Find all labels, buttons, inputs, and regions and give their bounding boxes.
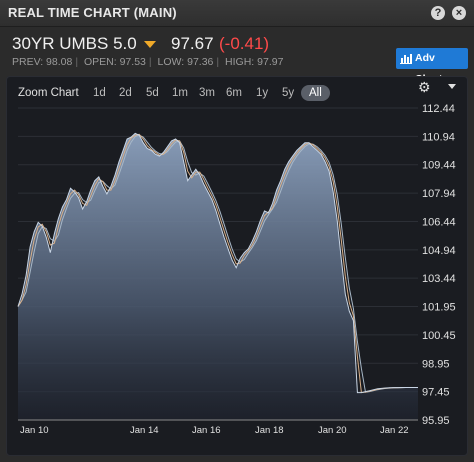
y-tick-label: 95.95 (422, 415, 450, 427)
zoom-1m-button[interactable]: 1m (172, 87, 188, 99)
price-line (17, 132, 418, 394)
high-label: HIGH: (225, 56, 255, 68)
y-tick-label: 101.95 (422, 302, 456, 314)
prev-label: PREV: (12, 56, 44, 68)
x-tick-label: Jan 10 (20, 425, 49, 436)
y-tick-label: 112.44 (422, 103, 455, 115)
price-area (18, 133, 418, 420)
y-tick-label: 109.44 (422, 160, 456, 172)
window-header: REAL TIME CHART (MAIN) ? × (0, 0, 474, 27)
moving-average-slow (17, 134, 418, 393)
zoom-chart-label: Zoom Chart (18, 87, 79, 99)
zoom-5d-button[interactable]: 5d (146, 87, 159, 99)
open-label: OPEN: (83, 56, 117, 68)
zoom-3m-button[interactable]: 3m (199, 87, 215, 99)
y-tick-label: 100.45 (422, 330, 456, 342)
high-value: 97.97 (257, 56, 284, 68)
prev-value: 98.08 (46, 56, 73, 68)
low-value: 97.36 (187, 56, 214, 68)
low-label: LOW: (157, 56, 185, 68)
zoom-6m-button[interactable]: 6m (226, 87, 242, 99)
price-stats: PREV: 98.08 | OPEN: 97.53 | LOW: 97.36 | HI… (12, 56, 284, 68)
zoom-all-button[interactable]: All (301, 85, 330, 101)
instrument-name[interactable]: 30YR UMBS 5.0 (12, 34, 137, 53)
chevron-down-icon[interactable] (448, 84, 456, 89)
y-tick-label: 98.95 (422, 358, 450, 370)
window-title: REAL TIME CHART (MAIN) (8, 5, 177, 20)
y-tick-label: 97.45 (422, 387, 450, 399)
zoom-1y-button[interactable]: 1y (256, 87, 269, 99)
x-tick-label: Jan 16 (192, 425, 221, 436)
bar-chart-icon (400, 54, 412, 64)
help-icon[interactable]: ? (431, 6, 445, 20)
zoom-1d-button[interactable]: 1d (93, 87, 106, 99)
last-price: 97.67 (171, 34, 214, 53)
x-tick-label: Jan 18 (255, 425, 284, 436)
zoom-2d-button[interactable]: 2d (119, 87, 132, 99)
x-tick-label: Jan 20 (318, 425, 347, 436)
price-change: (-0.41) (219, 34, 270, 53)
y-tick-label: 103.44 (422, 273, 456, 285)
gear-icon[interactable]: ⚙ (418, 79, 431, 95)
y-tick-label: 110.94 (422, 131, 455, 143)
x-tick-label: Jan 14 (130, 425, 159, 436)
x-tick-label: Jan 22 (380, 425, 409, 436)
y-tick-label: 104.94 (422, 245, 456, 257)
y-tick-label: 107.94 (422, 188, 456, 200)
open-value: 97.53 (119, 56, 146, 68)
zoom-5y-button[interactable]: 5y (282, 87, 295, 99)
instrument-dropdown-icon[interactable] (144, 41, 156, 48)
y-tick-label: 106.44 (422, 216, 456, 228)
close-icon[interactable]: × (452, 6, 466, 20)
